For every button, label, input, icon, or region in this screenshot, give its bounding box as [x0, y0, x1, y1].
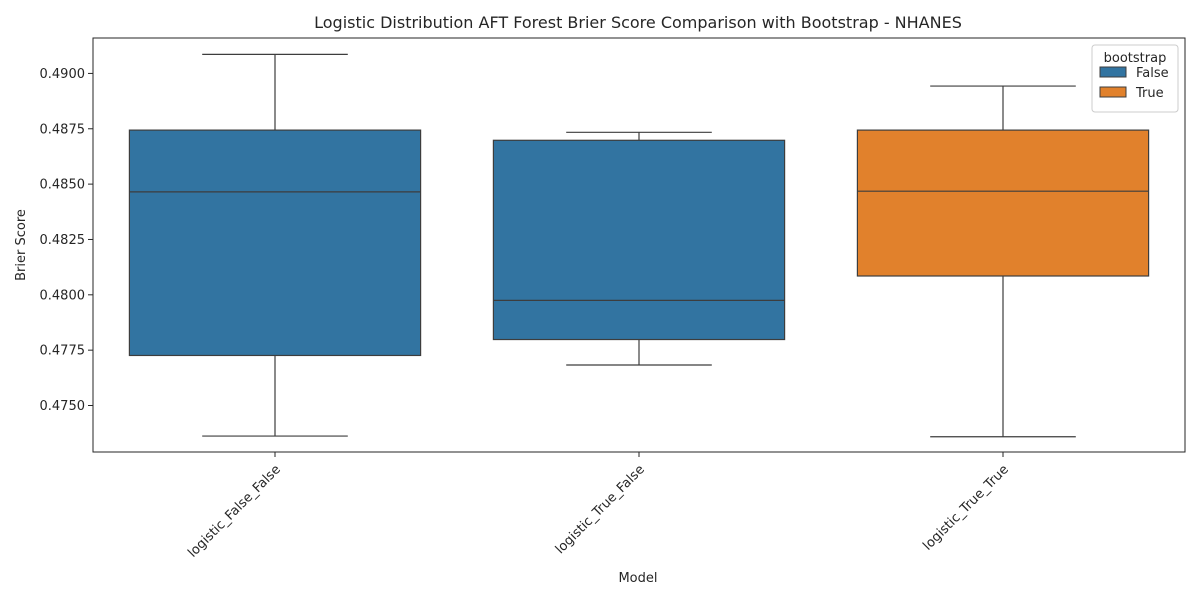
- iqr-box: [492, 139, 786, 341]
- box-group-logistic_False_False: [128, 53, 422, 437]
- x-tick-label: logistic_True_True: [920, 462, 1011, 553]
- y-tick-label: 0.4800: [40, 288, 86, 303]
- y-tick-label: 0.4825: [40, 233, 86, 248]
- iqr-box: [128, 129, 422, 357]
- plot-area: [128, 53, 1150, 438]
- legend-swatch-true: [1099, 86, 1127, 98]
- y-tick-label: 0.4750: [40, 399, 86, 414]
- chart-title: Logistic Distribution AFT Forest Brier S…: [314, 13, 962, 32]
- iqr-box: [856, 129, 1150, 277]
- legend-swatch-false: [1099, 66, 1127, 78]
- x-axis-title: Model: [618, 571, 657, 586]
- y-tick-label: 0.4850: [40, 178, 86, 193]
- x-tick-label: logistic_True_False: [553, 462, 648, 557]
- y-tick-label: 0.4775: [40, 344, 86, 359]
- x-axis: logistic_False_False logistic_True_False l…: [185, 452, 1012, 561]
- legend: bootstrap False True: [1091, 44, 1179, 113]
- y-axis: 0.4750 0.4775 0.4800 0.4825 0.4850 0.4875 0.49…: [40, 67, 93, 414]
- legend-label-true: True: [1135, 86, 1164, 101]
- legend-title: bootstrap: [1104, 51, 1167, 66]
- box-group-logistic_True_False: [492, 131, 786, 366]
- y-tick-label: 0.4875: [40, 122, 86, 137]
- box-group-logistic_True_True: [856, 85, 1150, 438]
- legend-label-false: False: [1136, 66, 1169, 81]
- y-tick-label: 0.4900: [40, 67, 86, 82]
- x-tick-label: logistic_False_False: [185, 462, 284, 561]
- y-axis-title: Brier Score: [14, 209, 29, 281]
